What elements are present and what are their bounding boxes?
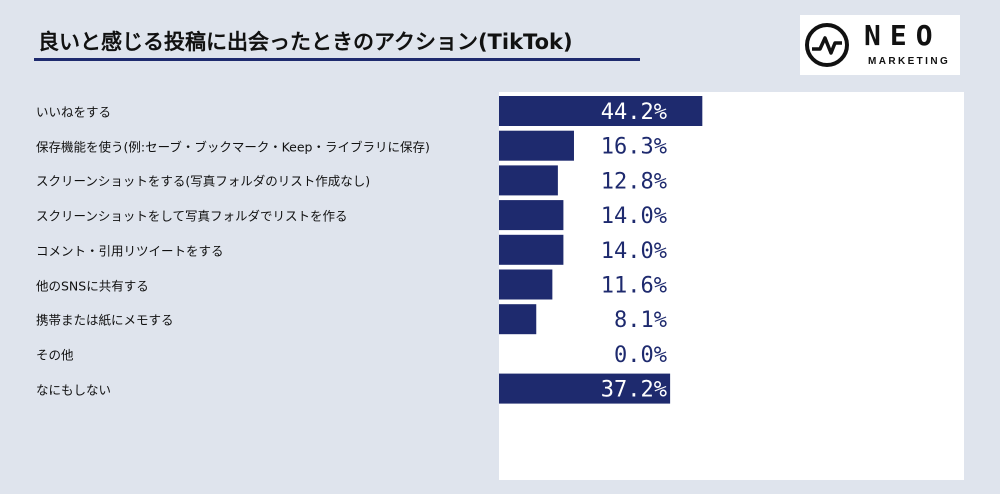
category-label: スクリーンショットをして写真フォルダでリストを作る — [36, 208, 348, 224]
logo-subtitle: MARKETING — [868, 56, 951, 67]
category-label: いいねをする — [36, 104, 112, 120]
value-label: 37.2% — [601, 378, 667, 403]
value-label: 14.0% — [601, 239, 667, 264]
bar — [499, 304, 537, 335]
value-label: 44.2% — [601, 100, 667, 125]
bar — [499, 200, 564, 231]
value-label: 16.3% — [601, 135, 667, 160]
bar-chart: 44.2% 16.3% 12.8% 14.0% 14.0% 11.6% 8.1% 0.0% 37… — [499, 96, 703, 404]
value-label: 12.8% — [601, 169, 667, 194]
logo: NEO MARKETING — [800, 15, 960, 75]
category-label: スクリーンショットをする(写真フォルダのリスト作成なし) — [36, 173, 371, 189]
value-label: 8.1% — [614, 308, 667, 333]
category-label: コメント・引用リツイートをする — [36, 243, 224, 259]
category-label: なにもしない — [36, 382, 112, 398]
category-label: 他のSNSに共有する — [36, 278, 149, 293]
plot-area: 44.2% 16.3% 12.8% 14.0% 14.0% 11.6% 8.1% 0.0% 37… — [499, 92, 964, 480]
category-label: 保存機能を使う(例:セーブ・ブックマーク・Keep・ライブラリに保存) — [36, 139, 430, 155]
bar — [499, 96, 703, 126]
category-label: その他 — [36, 347, 74, 363]
value-label: 11.6% — [601, 274, 667, 299]
bar — [499, 234, 564, 265]
category-label: 携帯または紙にメモする — [36, 312, 174, 328]
pulse-circle-icon — [805, 23, 849, 67]
bar — [499, 130, 574, 161]
chart-title: 良いと感じる投稿に出会ったときのアクション(TikTok) — [38, 30, 573, 54]
bar — [499, 373, 671, 404]
bar — [499, 269, 553, 300]
title-underline — [34, 58, 640, 61]
bar — [499, 165, 558, 196]
value-label: 14.0% — [601, 204, 667, 229]
value-label: 0.0% — [614, 343, 667, 368]
logo-wordmark: NEO — [864, 19, 942, 52]
